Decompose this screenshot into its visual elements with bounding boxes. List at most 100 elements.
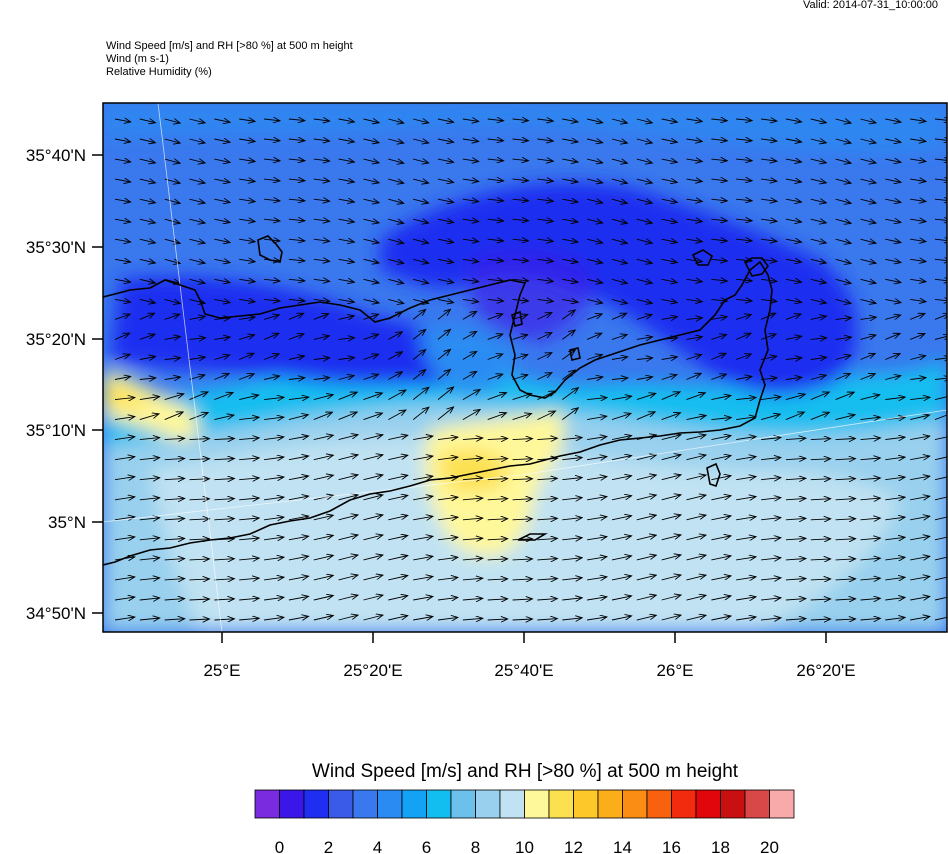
wind-arrow bbox=[139, 397, 160, 400]
wind-arrow bbox=[587, 537, 607, 540]
wind-arrow bbox=[264, 497, 284, 500]
wind-arrow bbox=[338, 119, 355, 122]
wind-arrow bbox=[487, 334, 503, 340]
wind-arrow bbox=[239, 353, 254, 360]
wind-arrow bbox=[338, 179, 355, 182]
wind-arrow bbox=[537, 179, 553, 181]
wind-arrow bbox=[885, 219, 901, 222]
wind-arrow bbox=[462, 578, 483, 580]
wind-arrow bbox=[860, 279, 877, 283]
wind-arrow bbox=[711, 179, 727, 181]
wind-arrow bbox=[686, 119, 703, 121]
wind-arrow bbox=[139, 598, 160, 600]
wind-arrow bbox=[537, 139, 553, 141]
wind-arrow bbox=[686, 259, 703, 261]
wind-arrow bbox=[189, 199, 206, 203]
wind-arrow bbox=[636, 199, 653, 203]
wind-arrow bbox=[711, 335, 726, 340]
lat-label-2: 35°30'N bbox=[26, 238, 86, 257]
colorbar-tick-label: 2 bbox=[324, 838, 333, 854]
wind-arrow bbox=[636, 179, 653, 183]
wind-arrow bbox=[537, 599, 557, 600]
wind-arrow bbox=[686, 199, 703, 201]
wind-arrow bbox=[288, 199, 305, 201]
wind-arrow bbox=[462, 311, 477, 320]
wind-arrow bbox=[512, 599, 533, 600]
wind-arrow bbox=[114, 239, 131, 242]
wind-arrow bbox=[686, 595, 707, 601]
wind-arrow bbox=[810, 459, 831, 460]
wind-arrow bbox=[288, 536, 309, 540]
wind-arrow bbox=[462, 219, 479, 221]
wind-arrow bbox=[810, 439, 831, 440]
wind-arrow bbox=[462, 239, 479, 241]
wind-arrow bbox=[313, 616, 334, 621]
wind-arrow bbox=[562, 119, 578, 122]
wind-arrow bbox=[363, 555, 383, 561]
wind-arrow bbox=[189, 179, 206, 183]
wind-arrow bbox=[686, 615, 707, 621]
wind-arrow bbox=[214, 139, 230, 142]
wind-arrow bbox=[885, 159, 901, 162]
wind-arrow bbox=[313, 279, 330, 281]
colorbar-swatch bbox=[377, 789, 403, 819]
wind-arrow bbox=[934, 576, 947, 581]
wind-arrow bbox=[164, 498, 185, 499]
wind-arrow bbox=[661, 555, 681, 561]
wind-arrow bbox=[785, 219, 802, 222]
wind-arrow bbox=[487, 579, 508, 580]
wind-arrow bbox=[313, 455, 334, 461]
wind-arrow bbox=[264, 577, 284, 580]
wind-arrow bbox=[413, 516, 433, 520]
wind-arrow bbox=[611, 616, 632, 621]
wind-arrow bbox=[363, 279, 380, 283]
wind-arrow bbox=[661, 317, 678, 320]
wind-arrow bbox=[785, 559, 806, 560]
wind-arrow bbox=[711, 616, 731, 621]
wind-arrow bbox=[785, 358, 802, 360]
wind-arrow bbox=[313, 336, 330, 340]
wind-arrow bbox=[388, 576, 408, 581]
wind-arrow bbox=[388, 119, 404, 123]
wind-arrow bbox=[562, 310, 575, 320]
wind-arrow bbox=[264, 457, 284, 460]
wind-arrow bbox=[934, 314, 947, 320]
wind-arrow bbox=[761, 119, 777, 121]
wind-arrow bbox=[239, 438, 259, 440]
wind-arrow bbox=[239, 518, 259, 520]
wind-arrow bbox=[139, 518, 160, 520]
wind-arrow bbox=[686, 575, 707, 581]
wind-arrow bbox=[562, 458, 582, 460]
colorbar-swatch bbox=[744, 789, 770, 819]
wind-arrow bbox=[711, 536, 731, 541]
wind-arrow bbox=[214, 499, 234, 500]
wind-arrow bbox=[810, 316, 827, 319]
colorbar-swatch bbox=[646, 789, 672, 819]
wind-arrow bbox=[189, 619, 210, 620]
wind-arrow bbox=[264, 517, 284, 520]
wind-arrow bbox=[413, 299, 429, 303]
wind-arrow bbox=[537, 391, 555, 401]
wind-arrow bbox=[885, 557, 905, 560]
wind-arrow bbox=[139, 199, 156, 203]
wind-arrow bbox=[288, 576, 309, 580]
wind-arrow bbox=[512, 179, 529, 181]
wind-arrow bbox=[437, 199, 454, 202]
wind-arrow bbox=[437, 517, 458, 520]
wind-arrow bbox=[388, 219, 404, 223]
wind-arrow bbox=[413, 159, 429, 163]
colorbar-swatch bbox=[254, 789, 280, 819]
wind-arrow bbox=[835, 599, 856, 600]
wind-arrow bbox=[761, 438, 781, 440]
wind-arrow bbox=[214, 159, 230, 162]
wind-arrow bbox=[885, 597, 905, 600]
wind-arrow bbox=[736, 437, 756, 440]
wind-arrow bbox=[437, 387, 454, 400]
wind-arrow bbox=[413, 199, 429, 203]
wind-arrow bbox=[239, 498, 259, 500]
wind-arrow bbox=[338, 358, 355, 360]
wind-arrow bbox=[239, 179, 255, 181]
wind-arrow bbox=[412, 387, 429, 400]
wind-arrow bbox=[835, 119, 852, 123]
wind-arrow bbox=[487, 179, 504, 181]
